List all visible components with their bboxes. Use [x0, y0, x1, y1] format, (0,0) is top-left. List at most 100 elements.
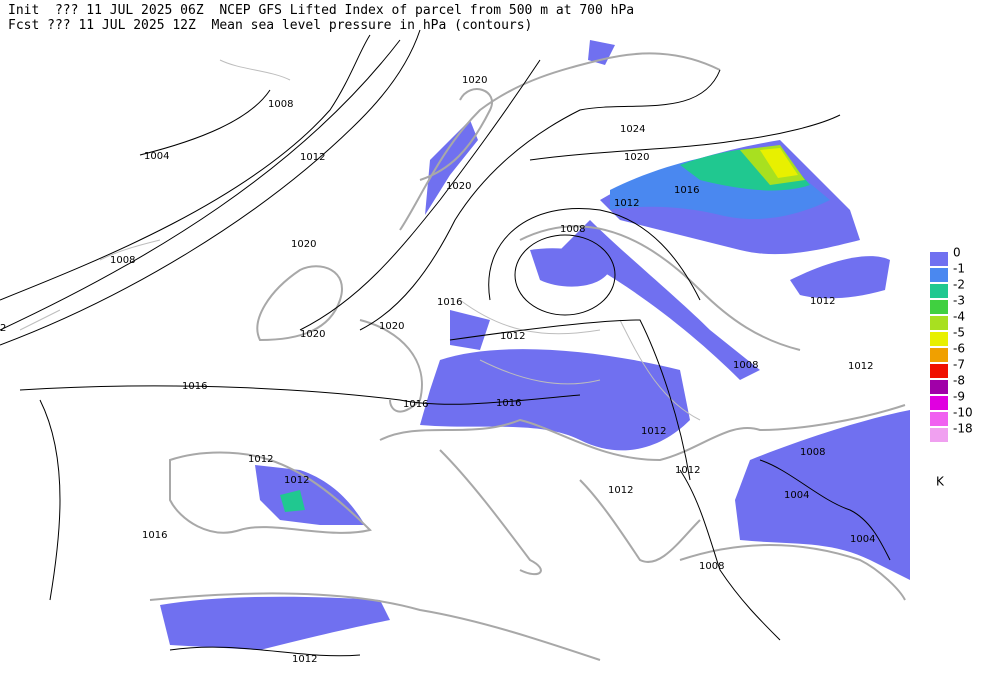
contour-label: 1016	[142, 530, 167, 541]
contour-label: 1020	[291, 239, 316, 250]
coastline	[379, 404, 906, 462]
li-area	[560, 220, 760, 380]
coastlines	[19, 52, 906, 661]
li-area	[255, 465, 365, 525]
contour-label: 1020	[446, 181, 471, 192]
coastline	[359, 319, 423, 413]
legend-label: -3	[953, 294, 965, 308]
coastline	[579, 479, 701, 563]
contour-label: 1012	[300, 152, 325, 163]
contour-label: 1008	[268, 99, 293, 110]
contour-label: 1008	[699, 561, 724, 572]
legend-label: -6	[953, 342, 965, 356]
li-area	[280, 490, 305, 512]
contour-label: 1012	[292, 654, 317, 665]
legend-label: -2	[953, 278, 965, 292]
legend-swatch	[930, 252, 948, 266]
contour-label: 1004	[784, 490, 809, 501]
legend-swatch	[930, 364, 948, 378]
legend-swatch	[930, 412, 948, 426]
coastline	[149, 592, 601, 661]
legend-swatch	[930, 428, 948, 442]
contour-label: 1012	[848, 361, 873, 372]
contour-label: 1008	[560, 224, 585, 235]
li-area	[425, 120, 478, 215]
li-area	[420, 349, 690, 451]
isobar	[0, 34, 371, 301]
contour-label: 1016	[182, 381, 207, 392]
legend-label: -4	[953, 310, 965, 324]
legend: 0 -1 -2 -3 -4 -5 -6 -7 -8 -9 -10 -18	[930, 246, 973, 442]
contour-label: 1008	[110, 255, 135, 266]
lifted-index-fill	[160, 40, 910, 650]
contour-label: 1012	[641, 426, 666, 437]
coastline	[679, 544, 906, 601]
legend-swatch	[930, 268, 948, 282]
isobar	[449, 319, 691, 481]
li-area	[450, 310, 490, 350]
isobar	[488, 208, 701, 301]
isobar	[359, 69, 721, 331]
isobar	[679, 469, 781, 641]
legend-label: -1	[953, 262, 965, 276]
isobar	[139, 89, 271, 156]
contour-label: 1020	[300, 329, 325, 340]
li-area	[160, 596, 390, 650]
li-area	[588, 40, 615, 65]
li-area	[760, 148, 798, 178]
contour-label: 1012	[675, 465, 700, 476]
contour-label: 1016	[403, 399, 428, 410]
legend-label: -9	[953, 390, 965, 404]
contour-label: 1012	[608, 485, 633, 496]
li-area	[530, 248, 610, 287]
legend-swatch	[930, 332, 948, 346]
legend-label: -5	[953, 326, 965, 340]
legend-label: 0	[953, 246, 961, 260]
isobar	[169, 646, 361, 657]
legend-unit: K	[936, 475, 945, 489]
legend-swatch	[930, 396, 948, 410]
isobars	[0, 29, 891, 657]
contour-label: 1012	[284, 475, 309, 486]
isobar	[529, 114, 841, 161]
coastline	[169, 451, 372, 534]
legend-swatch	[930, 300, 948, 314]
coastline	[256, 265, 343, 342]
legend-label: -7	[953, 358, 965, 372]
contour-label: 1012	[248, 454, 273, 465]
isobar	[0, 39, 401, 331]
contour-label: 1016	[674, 185, 699, 196]
legend-swatch	[930, 348, 948, 362]
coastline	[19, 59, 291, 331]
contour-label: 1016	[437, 297, 462, 308]
coastline	[419, 88, 493, 181]
isobar	[299, 59, 541, 331]
header-line: Init ??? 11 JUL 2025 06Z NCEP GFS Lifted…	[8, 3, 634, 18]
isobar	[514, 234, 616, 316]
legend-swatch	[930, 380, 948, 394]
contour-label: 2	[0, 323, 6, 334]
header-line: Fcst ??? 11 JUL 2025 12Z Mean sea level …	[8, 18, 532, 33]
contour-label: 1024	[620, 124, 645, 135]
contour-label: 1020	[379, 321, 404, 332]
li-area	[735, 410, 910, 580]
contour-label: 1020	[624, 152, 649, 163]
legend-label: -8	[953, 374, 965, 388]
contour-label: 1016	[496, 398, 521, 409]
contour-label: 1012	[500, 331, 525, 342]
contour-label: 1012	[614, 198, 639, 209]
contour-label: 1020	[462, 75, 487, 86]
legend-label: -10	[953, 406, 973, 420]
legend-swatch	[930, 316, 948, 330]
contour-label: 1008	[733, 360, 758, 371]
isobar	[0, 29, 421, 346]
contour-label: 1012	[810, 296, 835, 307]
contour-label: 1004	[144, 151, 169, 162]
coastline	[399, 52, 721, 231]
legend-label: -18	[953, 422, 973, 436]
legend-swatch	[930, 284, 948, 298]
contour-labels: 1004 1008 1012 1008 1020 1020 1020 1016 …	[0, 75, 875, 665]
isobar	[759, 459, 891, 561]
contour-label: 1008	[800, 447, 825, 458]
